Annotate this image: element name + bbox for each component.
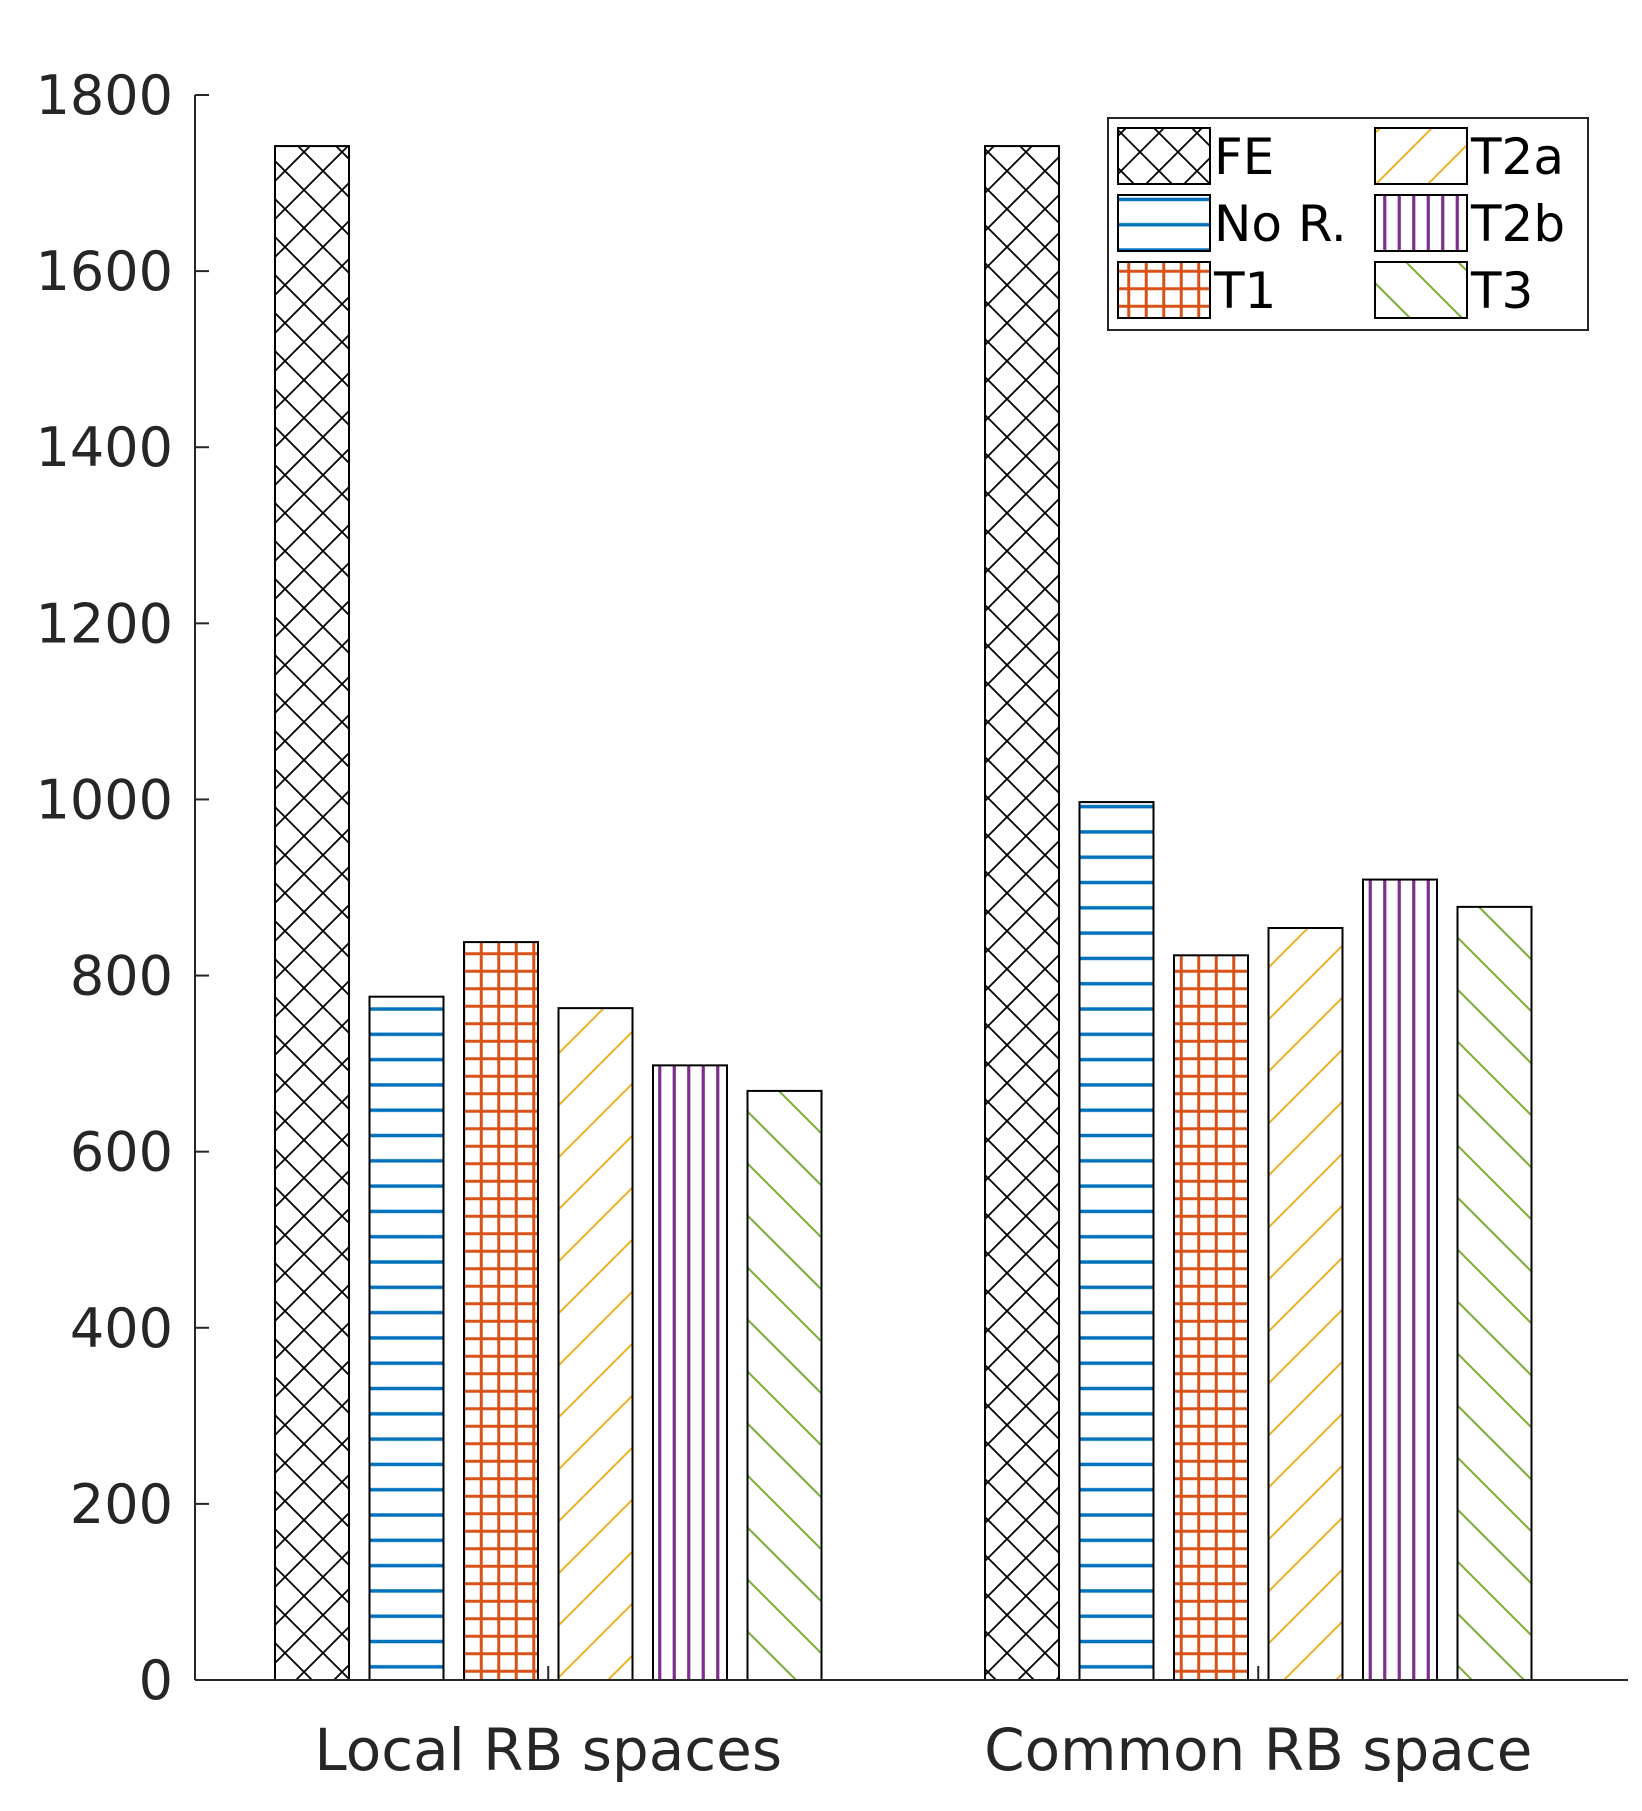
y-tick-label-400: 400 [70,1297,173,1360]
legend-label-t2a: T2a [1470,128,1564,186]
bar-local-rb-spaces-t1 [463,941,539,1681]
bar-common-rb-space-no-r [1078,801,1155,1681]
bar-local-rb-spaces-t2a [557,1007,634,1681]
legend-swatch-fe [1117,127,1211,185]
legend-label-t3: T3 [1470,262,1533,320]
x-tick-label-local-rb-spaces: Local RB spaces [314,1716,782,1784]
bar-common-rb-space-t3 [1456,905,1533,1681]
bar-local-rb-spaces-no-r [368,995,445,1681]
y-tick-label-1200: 1200 [36,592,173,655]
y-tick-label-600: 600 [70,1121,173,1184]
y-tick-label-800: 800 [70,945,173,1008]
legend-swatch-no-r [1117,194,1211,252]
y-tick-label-1800: 1800 [36,64,173,127]
legend-swatch-t2a [1374,127,1468,185]
bar-common-rb-space-t1 [1173,954,1249,1681]
legend-label-fe: FE [1214,128,1274,186]
legend-label-t2b: T2b [1470,195,1565,253]
x-tick-label-common-rb-space: Common RB space [984,1716,1532,1784]
bar-local-rb-spaces-t2b [652,1064,728,1681]
bar-common-rb-space-fe [984,145,1060,1681]
legend-swatch-t3 [1374,261,1468,319]
axes: 0 200 400 600 800 1000 1200 1400 1600 1800 Local R… [36,64,1628,1784]
legend-swatch-t1 [1117,261,1211,319]
legend: FE No R. T1 T2a T2b T3 [1107,117,1589,331]
bar-local-rb-spaces-fe [274,145,350,1681]
bars-layer [274,145,1533,1681]
y-tick-label-1000: 1000 [36,768,173,831]
y-tick-label-0: 0 [139,1649,173,1712]
legend-label-t1: T1 [1213,262,1276,320]
y-tick-label-1400: 1400 [36,416,173,479]
legend-label-no-r: No R. [1214,195,1347,253]
bar-common-rb-space-t2b [1362,878,1438,1681]
y-tick-label-1600: 1600 [36,240,173,303]
bar-local-rb-spaces-t3 [746,1089,823,1681]
legend-swatch-t2b [1374,194,1468,252]
bar-common-rb-space-t2a [1267,927,1344,1681]
y-tick-label-200: 200 [70,1473,173,1536]
